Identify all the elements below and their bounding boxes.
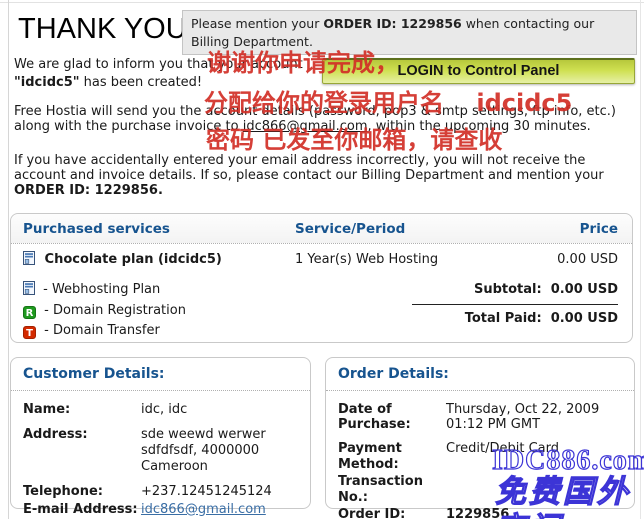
name-label: Name: (23, 401, 71, 417)
customer-email-link[interactable]: idc866@gmail.com (141, 501, 266, 517)
payment-method-row: Payment Method: Credit/Debit Card (338, 441, 622, 472)
customer-header-divider (11, 389, 310, 391)
service-row: Chocolate plan (idcidc5) 1 Year(s) Web H… (11, 244, 632, 272)
invoice-email-link[interactable]: idc866@gmail.com (242, 119, 368, 134)
col-price: Price (579, 221, 618, 237)
service-price: 0.00 USD (557, 252, 618, 268)
account-details-paragraph: Free Hostia will send you the account de… (14, 104, 636, 134)
order-details-body: Date of Purchase: Thursday, Oct 22, 2009… (326, 391, 634, 519)
order-details-panel: Order Details: Date of Purchase: Thursda… (325, 357, 635, 519)
email-warning-paragraph: If you have accidentally entered your em… (14, 153, 626, 198)
legend-domain-transfer: T - Domain Transfer (23, 323, 186, 340)
send-line1: Free Hostia will send you the account de… (14, 104, 617, 119)
page-title: THANK YOU! (18, 13, 195, 45)
order-header-divider (326, 389, 634, 391)
account-created-text: We are glad to inform you that your acco… (14, 56, 334, 91)
transaction-value (446, 474, 622, 505)
send-line2-post: , within the upcoming 30 minutes. (367, 119, 591, 134)
telephone-value: +237.12451245124 (141, 484, 272, 500)
purchase-date-value: Thursday, Oct 22, 2009 01:12 PM GMT (446, 401, 600, 433)
notice-text-post: when contacting our Billing Department. (191, 16, 595, 49)
send-line2-pre: along with the purchase invoice to (14, 119, 243, 134)
customer-email-row: E-mail Address: idc866@gmail.com (23, 502, 298, 518)
service-plan-name: Chocolate plan (idcidc5) (44, 252, 222, 268)
intro-text-end: has been created! (79, 74, 203, 90)
name-value: idc, idc (141, 401, 188, 417)
subtotal-value: 0.00 USD (550, 281, 618, 297)
customer-details-header: Customer Details: (11, 358, 310, 390)
domain-registration-icon: R (23, 306, 36, 320)
order-id-row: Order ID: 1229856 (338, 507, 622, 519)
services-footer: - Webhosting Plan R - Domain Registratio… (11, 272, 632, 344)
purchased-services-panel: Purchased services Service/Period Price … (10, 213, 633, 343)
order-id-value: 1229856 (446, 507, 510, 519)
address-label: Address: (23, 427, 88, 443)
customer-details-title: Customer Details: (23, 366, 165, 382)
legend-transfer-label: - Domain Transfer (44, 323, 160, 339)
col-service-period: Service/Period (295, 221, 406, 237)
address-value: sde weewd werwer sdfdfsdf, 4000000 Camer… (141, 427, 266, 474)
order-id-label: Order ID: (338, 507, 406, 519)
login-control-panel-button[interactable]: LOGIN to Control Panel (322, 58, 635, 84)
service-period: 1 Year(s) Web Hosting (295, 252, 439, 268)
col-purchased-services: Purchased services (23, 221, 170, 237)
account-username: "idcidc5" (14, 74, 80, 90)
telephone-label: Telephone: (23, 484, 103, 500)
page-frame-left (8, 0, 9, 519)
webhosting-icon (23, 251, 35, 269)
customer-details-body: Name: idc, idc Address: sde weewd werwer… (11, 391, 310, 518)
webhosting-icon (23, 280, 35, 299)
order-id-notice: Please mention your ORDER ID: 1229856 wh… (182, 10, 637, 55)
total-paid-label: Total Paid: (464, 311, 542, 327)
intro-text: We are glad to inform you that your acco… (14, 57, 303, 72)
service-name: Chocolate plan (idcidc5) (23, 251, 295, 270)
services-legend: - Webhosting Plan R - Domain Registratio… (23, 280, 186, 344)
purchase-date-row: Date of Purchase: Thursday, Oct 22, 2009… (338, 402, 622, 433)
transaction-label: Transaction No.: (338, 474, 423, 505)
order-details-title: Order Details: (338, 366, 449, 382)
customer-name-row: Name: idc, idc (23, 402, 298, 418)
legend-webhosting: - Webhosting Plan (23, 280, 186, 300)
notice-text-pre: Please mention your (191, 16, 324, 31)
order-totals: Subtotal: 0.00 USD Total Paid: 0.00 USD (412, 281, 618, 344)
services-table-header: Purchased services Service/Period Price (11, 214, 632, 244)
customer-address-row: Address: sde weewd werwer sdfdfsdf, 4000… (23, 427, 298, 474)
transaction-row: Transaction No.: (338, 474, 622, 505)
email-label: E-mail Address: (23, 501, 138, 517)
page-frame-top (0, 2, 644, 3)
customer-phone-row: Telephone: +237.12451245124 (23, 484, 298, 500)
legend-domain-registration: R - Domain Registration (23, 303, 186, 320)
warning-text: If you have accidentally entered your em… (14, 153, 604, 183)
send-line2: along with the purchase invoice to idc86… (14, 119, 636, 134)
page-frame-right (640, 0, 641, 519)
purchase-date-label: Date of Purchase: (338, 401, 411, 433)
order-details-header: Order Details: (326, 358, 634, 390)
warning-order-id: ORDER ID: 1229856. (14, 183, 163, 198)
legend-registration-label: - Domain Registration (44, 303, 186, 319)
customer-details-panel: Customer Details: Name: idc, idc Address… (10, 357, 311, 517)
notice-order-id: ORDER ID: 1229856 (323, 16, 462, 31)
total-paid-value: 0.00 USD (550, 311, 618, 327)
payment-method-value: Credit/Debit Card (446, 440, 559, 456)
subtotal-row: Subtotal: 0.00 USD (412, 282, 618, 298)
services-header-divider (11, 243, 632, 245)
payment-method-label: Payment Method: (338, 440, 402, 472)
login-button-label: LOGIN to Control Panel (397, 62, 560, 79)
legend-webhosting-label: - Webhosting Plan (43, 281, 161, 297)
totals-divider (412, 304, 618, 306)
domain-transfer-icon: T (23, 326, 36, 340)
total-paid-row: Total Paid: 0.00 USD (412, 311, 618, 327)
subtotal-label: Subtotal: (473, 281, 542, 297)
